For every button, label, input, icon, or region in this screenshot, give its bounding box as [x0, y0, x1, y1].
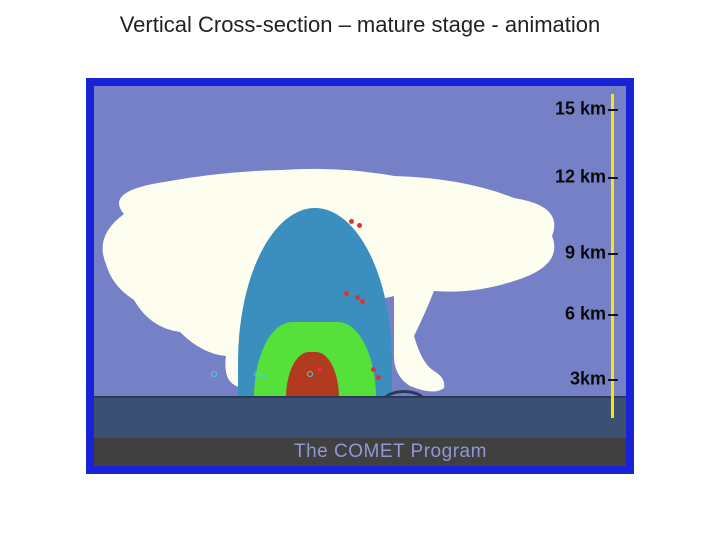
precipitation-particle [360, 299, 365, 304]
hydrometeor-ring [211, 371, 217, 377]
precipitation-particle [371, 367, 376, 372]
axis-tick [608, 177, 618, 179]
axis-tick-label: 9 km [565, 243, 606, 264]
axis-tick-label: 12 km [555, 167, 606, 188]
axis-tick [608, 253, 618, 255]
axis-tick-label: 15 km [555, 98, 606, 119]
diagram-panel: The COMET Program 15 km 12 km 9 km 6 km 3km [94, 86, 626, 466]
hydrometeor-ring [254, 371, 260, 377]
hydrometeor-ring [307, 371, 313, 377]
ground-layer [94, 396, 626, 438]
axis-tick [608, 314, 618, 316]
hydrometeor-ring [262, 373, 268, 379]
axis-tick [608, 109, 618, 111]
axis-tick-label: 3km [570, 368, 606, 389]
axis-tick [608, 379, 618, 381]
precipitation-particle [376, 375, 381, 380]
page-title: Vertical Cross-section – mature stage - … [0, 12, 720, 38]
axis-tick-label: 6 km [565, 304, 606, 325]
diagram-frame: The COMET Program 15 km 12 km 9 km 6 km 3km [86, 78, 634, 474]
altitude-axis [611, 94, 614, 418]
attribution-footer: The COMET Program [94, 438, 626, 466]
precipitation-particle [355, 295, 360, 300]
